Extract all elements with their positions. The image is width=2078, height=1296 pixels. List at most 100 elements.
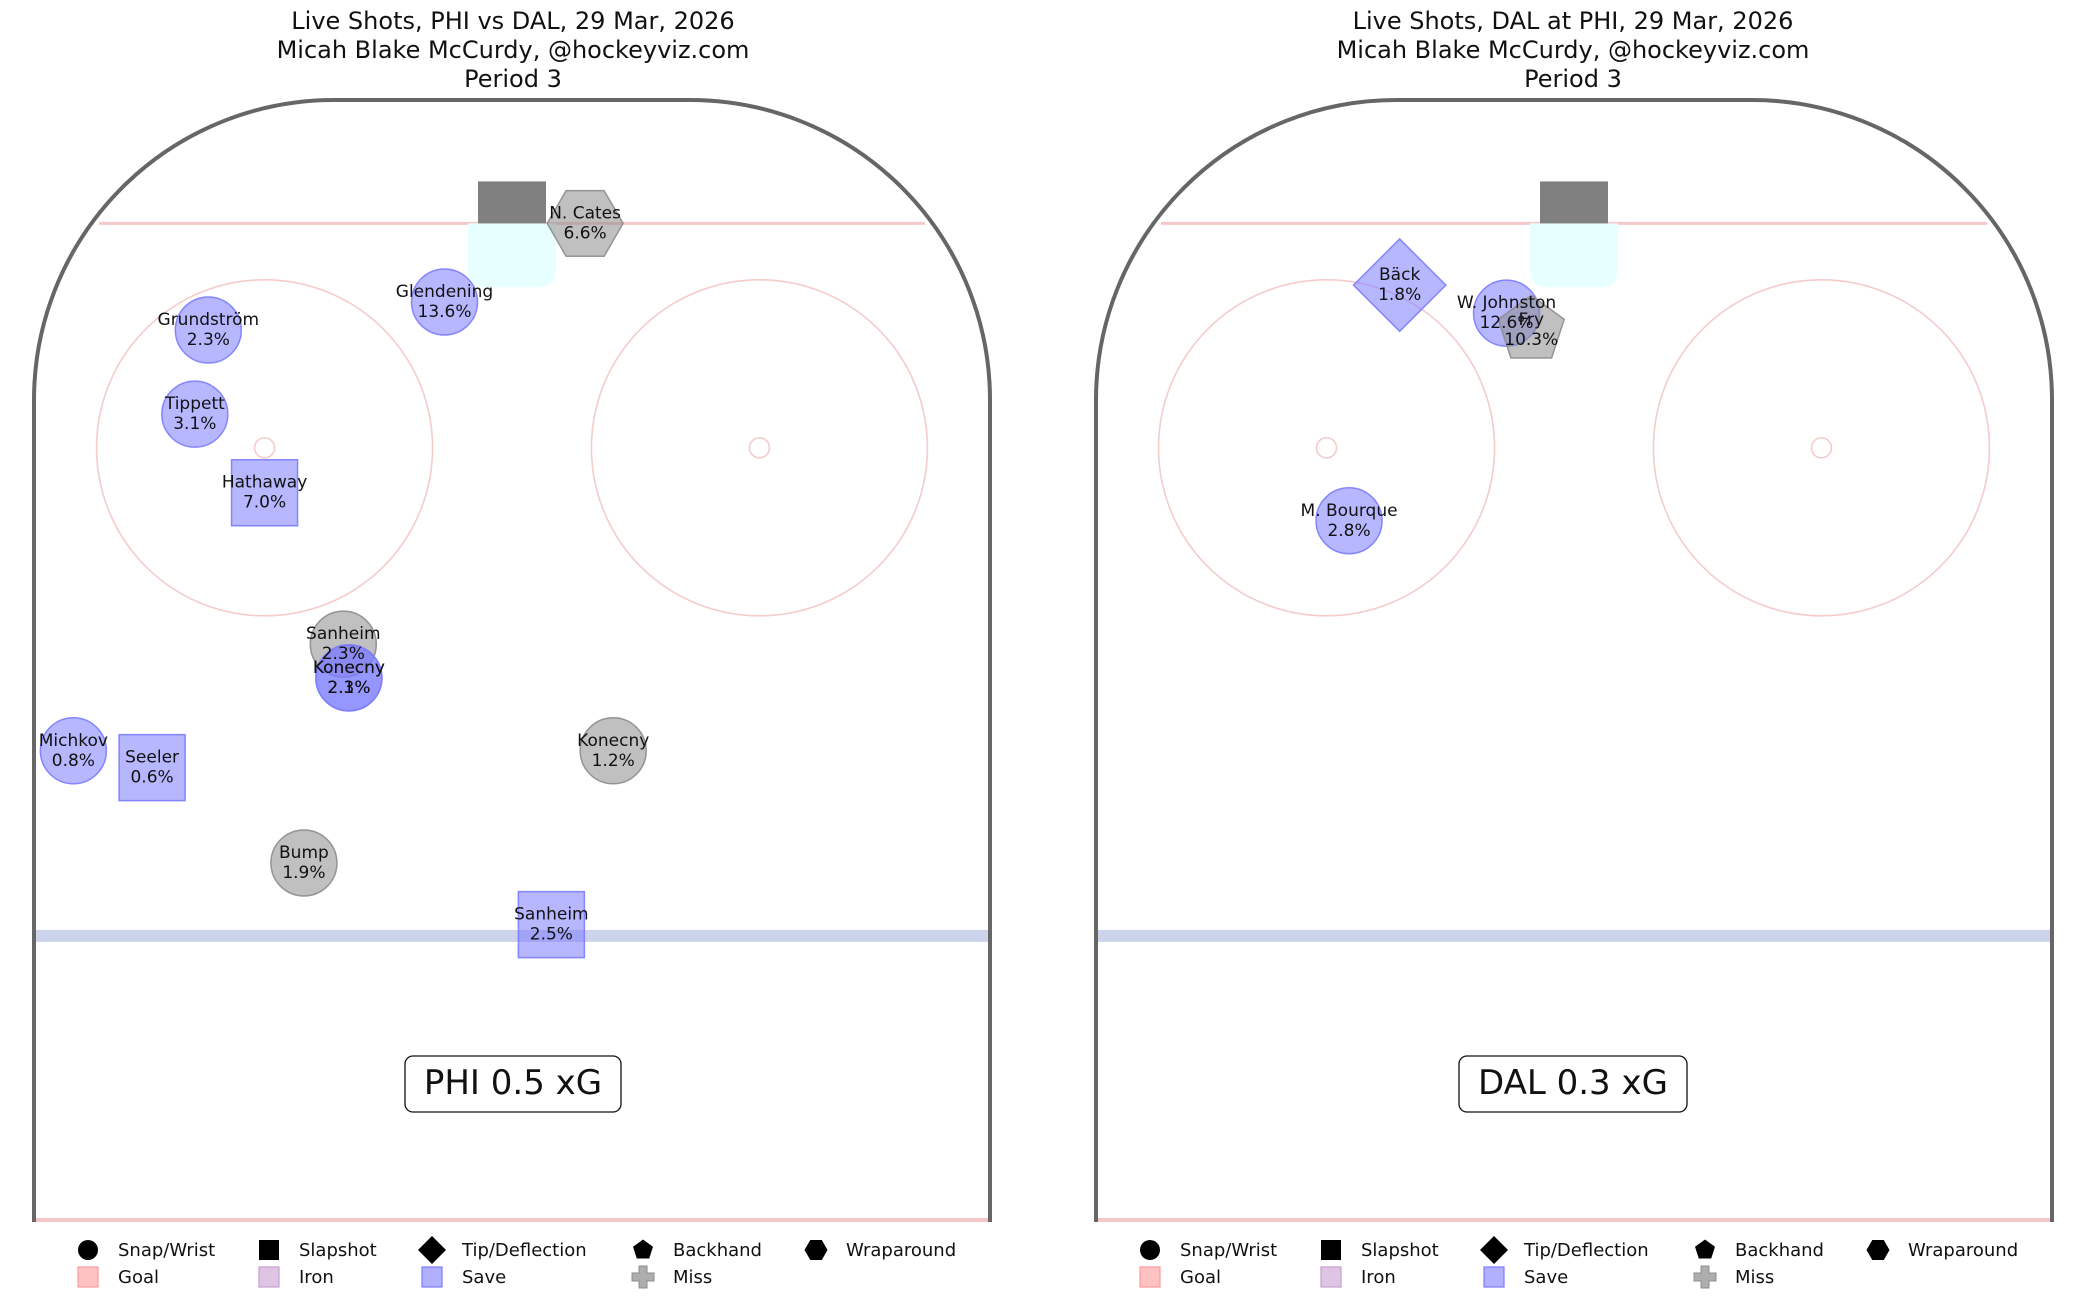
rink-surface bbox=[32, 98, 992, 1222]
legend-shape-square-icon bbox=[1321, 1240, 1341, 1260]
shot-xg-label: 12.6% bbox=[1480, 313, 1534, 333]
legend-shape-diamond-icon bbox=[1480, 1236, 1508, 1264]
shot-xg-label: 0.6% bbox=[130, 768, 173, 788]
legend-label: Snap/Wrist bbox=[1180, 1240, 1277, 1261]
shot-map-panel-dal: Live Shots, DAL at PHI, 29 Mar, 2026 Mic… bbox=[1094, 7, 2054, 1222]
legend-shape-circle-icon bbox=[78, 1240, 98, 1260]
legend-shape-diamond-icon bbox=[418, 1236, 446, 1264]
shot-xg-label: 2.3% bbox=[187, 330, 230, 350]
shot-markers bbox=[39, 189, 647, 959]
shot-marker-circle-save bbox=[1315, 487, 1383, 555]
shot-xg-label: 2.3% bbox=[322, 644, 365, 664]
shot-marker-square-save bbox=[517, 890, 586, 959]
shot-marker-circle-save bbox=[410, 268, 479, 336]
shot-marker-circle-save bbox=[39, 717, 108, 785]
legend-shape-square-icon bbox=[259, 1240, 279, 1260]
legend-label: Miss bbox=[1735, 1267, 1774, 1288]
faceoff-dot bbox=[1315, 437, 1338, 459]
shot-player-label: Michkov bbox=[39, 731, 108, 751]
blue-line bbox=[34, 929, 990, 942]
legend-label: Backhand bbox=[673, 1240, 762, 1261]
shot-marker-diamond-save bbox=[1352, 237, 1447, 333]
shot-xg-label: 2.3% bbox=[327, 678, 370, 698]
shot-xg-label: 2.5% bbox=[530, 925, 573, 945]
faceoff-circle bbox=[1652, 279, 1991, 617]
shot-player-label: N. Cates bbox=[549, 203, 621, 223]
shot-player-label: Sanheim bbox=[514, 905, 589, 925]
legend-left: Snap/Wrist Slapshot Tip/Deflection Backhand… bbox=[77, 1236, 956, 1289]
legend-label: Tip/Deflection bbox=[1523, 1240, 1649, 1261]
shot-xg-label: 2.8% bbox=[1327, 521, 1370, 541]
shot-xg-label: 2.1% bbox=[327, 678, 370, 698]
shot-xg-label: 1.2% bbox=[592, 751, 635, 771]
shot-player-label: Bäck bbox=[1379, 265, 1420, 285]
shot-marker-square-save bbox=[230, 458, 299, 527]
legend-label: Slapshot bbox=[299, 1240, 377, 1261]
panel-title-line-3: Period 3 bbox=[1524, 65, 1622, 93]
shot-player-label: Tippett bbox=[164, 394, 225, 414]
faceoff-circle bbox=[590, 279, 929, 617]
legend-iron-icon bbox=[1320, 1266, 1342, 1288]
shot-player-label: Seeler bbox=[125, 748, 179, 768]
shot-player-label: Fry bbox=[1518, 310, 1544, 330]
faceoff-dot bbox=[748, 437, 771, 459]
shot-xg-label: 13.6% bbox=[418, 302, 472, 322]
legend-right: Snap/Wrist Slapshot Tip/Deflection Backhand… bbox=[1139, 1236, 2018, 1289]
legend-label: Iron bbox=[1361, 1267, 1396, 1288]
legend-label: Slapshot bbox=[1361, 1240, 1439, 1261]
legend-goal-icon bbox=[77, 1266, 99, 1288]
legend-shape-pentagon-icon bbox=[1695, 1239, 1715, 1259]
goal-crease bbox=[1530, 223, 1618, 288]
panel-title-line-2: Micah Blake McCurdy, @hockeyviz.com bbox=[277, 36, 750, 64]
shot-xg-label: 3.1% bbox=[173, 414, 216, 434]
shot-labels: N. Cates6.6%Glendening13.6%Grundström2.3… bbox=[39, 203, 650, 944]
shot-xg-label: 1.8% bbox=[1378, 285, 1421, 305]
legend-label: Backhand bbox=[1735, 1240, 1824, 1261]
legend-shape-hexagon-icon bbox=[1866, 1240, 1890, 1260]
rink-boards bbox=[1094, 98, 2054, 1222]
shot-marker-circle-save bbox=[315, 644, 383, 712]
legend-shape-pentagon-icon bbox=[633, 1239, 653, 1259]
legend-label: Wraparound bbox=[846, 1240, 956, 1261]
shot-player-label: Sanheim bbox=[306, 624, 381, 644]
shot-xg-label: 10.3% bbox=[1504, 330, 1558, 350]
legend-save-icon bbox=[1483, 1266, 1505, 1288]
blue-line bbox=[1096, 929, 2052, 942]
shot-marker-pentagon-miss bbox=[1497, 294, 1566, 359]
legend-shape-circle-icon bbox=[1140, 1240, 1160, 1260]
legend-iron-icon bbox=[258, 1266, 280, 1288]
shot-player-label: M. Bourque bbox=[1301, 501, 1398, 521]
panel-title-line-1: Live Shots, PHI vs DAL, 29 Mar, 2026 bbox=[291, 7, 734, 35]
legend-label: Save bbox=[462, 1267, 506, 1288]
panel-title-line-2: Micah Blake McCurdy, @hockeyviz.com bbox=[1337, 36, 1810, 64]
faceoff-circle bbox=[95, 279, 434, 617]
shot-player-label: Konecny bbox=[577, 731, 649, 751]
faceoff-dot bbox=[253, 437, 276, 459]
shot-map-panel-phi: Live Shots, PHI vs DAL, 29 Mar, 2026 Mic… bbox=[32, 7, 992, 1222]
legend-label: Save bbox=[1524, 1267, 1568, 1288]
legend-label: Goal bbox=[118, 1267, 159, 1288]
legend-label: Snap/Wrist bbox=[118, 1240, 215, 1261]
shot-marker-hexagon-miss bbox=[546, 189, 624, 258]
shot-xg-label: 7.0% bbox=[243, 493, 286, 513]
legend-label: Wraparound bbox=[1908, 1240, 2018, 1261]
shot-xg-label: 0.8% bbox=[52, 751, 95, 771]
legend-save-icon bbox=[421, 1266, 443, 1288]
faceoff-dot bbox=[1810, 437, 1833, 459]
panel-title-line-3: Period 3 bbox=[464, 65, 562, 93]
shot-marker-circle-miss bbox=[270, 829, 338, 897]
legend-miss-icon bbox=[631, 1265, 655, 1289]
goal-net bbox=[478, 181, 546, 224]
shot-player-label: Bump bbox=[279, 843, 329, 863]
shot-player-label: Konecny bbox=[313, 658, 385, 678]
goal-net bbox=[1540, 181, 1608, 224]
legend-label: Goal bbox=[1180, 1267, 1221, 1288]
legend-miss-icon bbox=[1693, 1265, 1717, 1289]
shot-xg-label: 6.6% bbox=[564, 223, 607, 243]
shot-xg-label: 1.9% bbox=[282, 863, 325, 883]
rink-surface bbox=[1094, 98, 2054, 1222]
faceoff-circle bbox=[1157, 279, 1496, 617]
panel-title-line-1: Live Shots, DAL at PHI, 29 Mar, 2026 bbox=[1353, 7, 1794, 35]
